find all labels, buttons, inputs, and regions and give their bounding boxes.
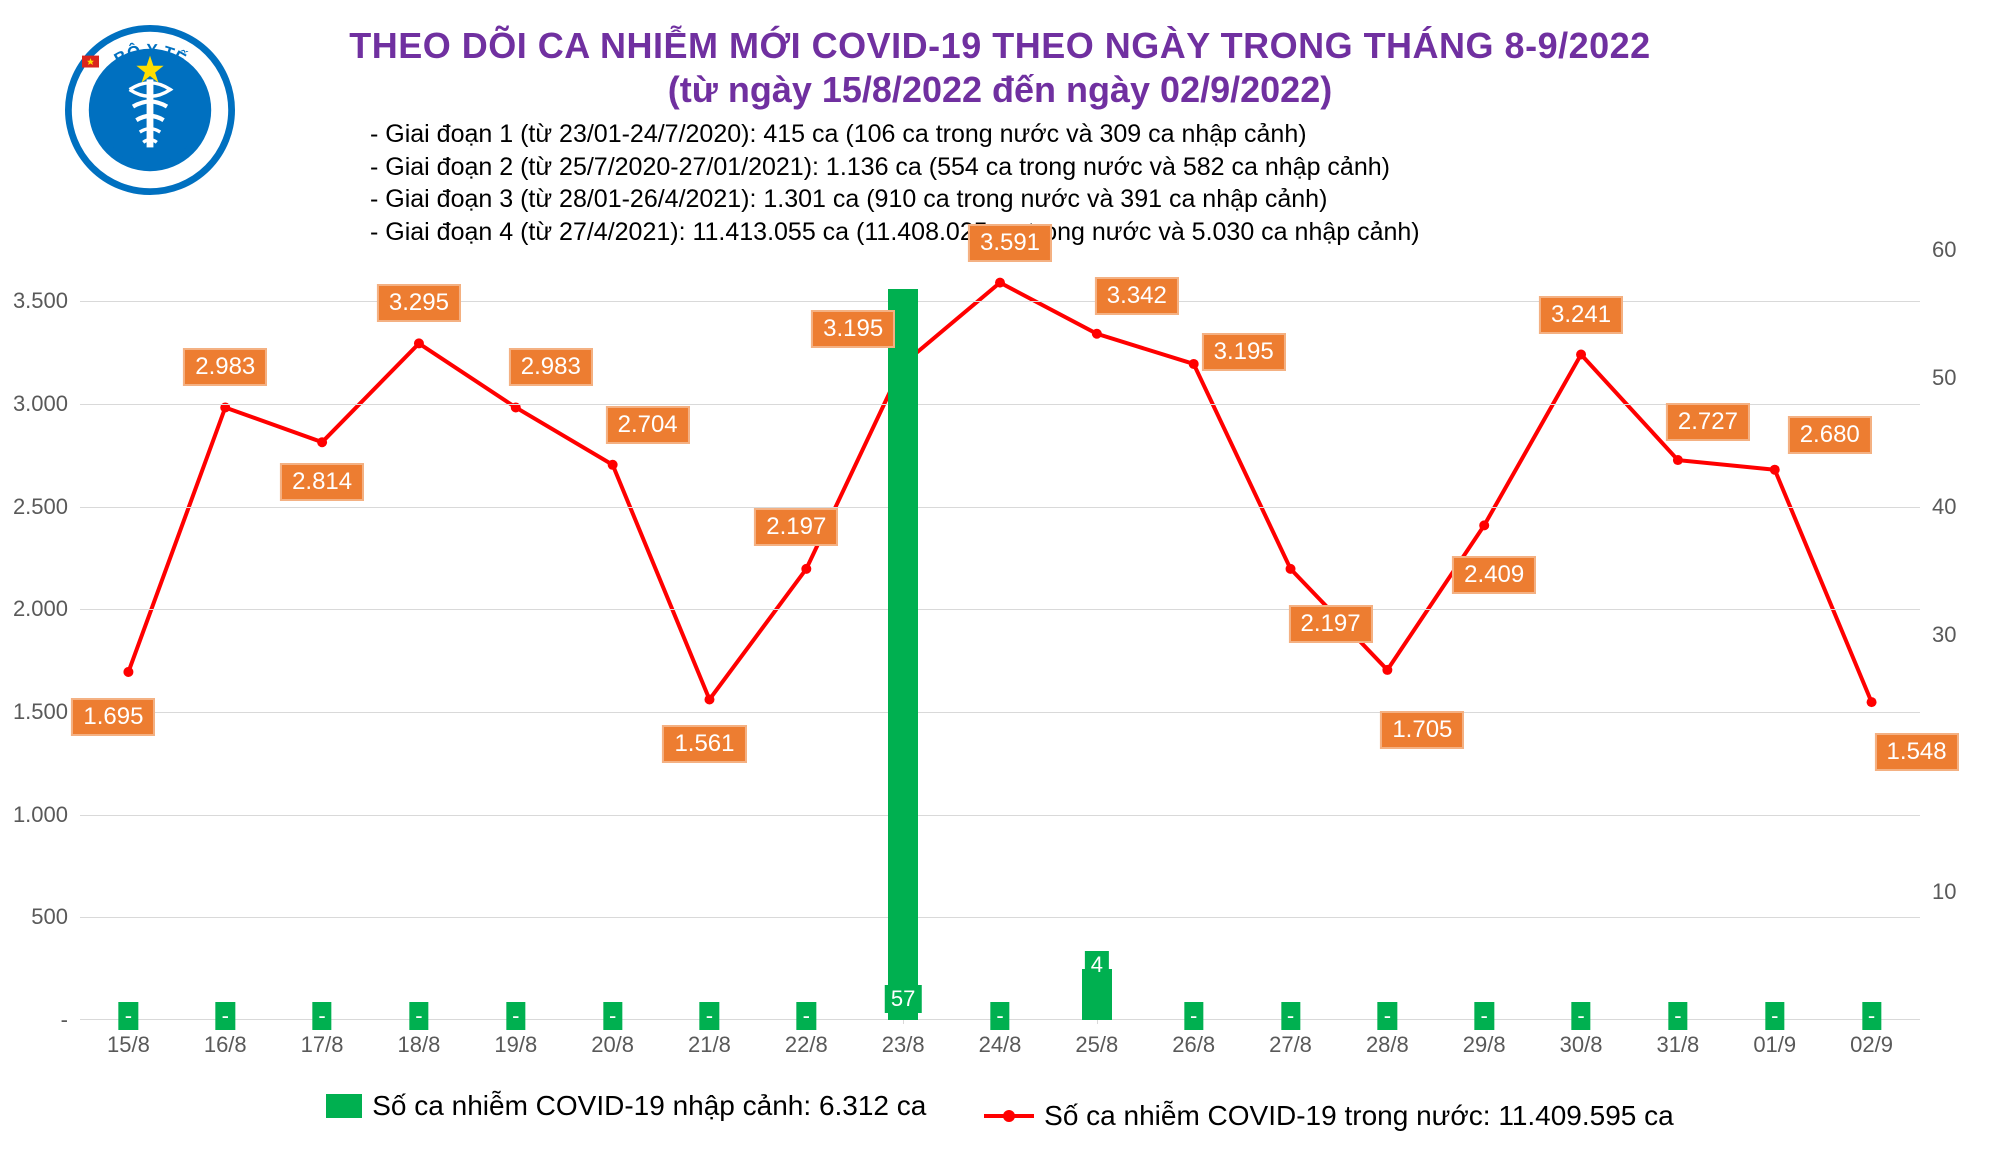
legend-line-label: Số ca nhiễm COVID-19 trong nước: 11.409.… [1044, 1100, 1674, 1132]
y-left-tick-label: 500 [31, 904, 68, 930]
period-3: - Giai đoạn 3 (từ 28/01-26/4/2021): 1.30… [370, 183, 1870, 216]
bar-label: - [506, 1002, 525, 1030]
period-1: - Giai đoạn 1 (từ 23/01-24/7/2020): 415 … [370, 118, 1870, 151]
y-right-tick-label: 40 [1932, 494, 1956, 520]
grid-line [80, 301, 1920, 302]
bar-label: - [1862, 1002, 1881, 1030]
chart-container: BỘ Y TẾ MINISTRY OF HEALTH THEO DÕI CA N… [0, 0, 2000, 1152]
line-data-label: 2.983 [183, 348, 267, 386]
x-tick-label: 28/8 [1366, 1032, 1409, 1058]
x-tick-label: 22/8 [785, 1032, 828, 1058]
bar-label: 4 [1085, 951, 1109, 979]
ministry-logo: BỘ Y TẾ MINISTRY OF HEALTH [65, 25, 235, 195]
x-tick-label: 02/9 [1850, 1032, 1893, 1058]
line-data-label: 2.704 [606, 406, 690, 444]
line-data-label: 2.727 [1666, 403, 1750, 441]
line-series [80, 250, 1920, 1020]
x-tick-label: 18/8 [398, 1032, 441, 1058]
period-summary: - Giai đoạn 1 (từ 23/01-24/7/2020): 415 … [370, 118, 1870, 248]
y-right-tick-label: 10 [1932, 879, 1956, 905]
x-tick-label: 24/8 [979, 1032, 1022, 1058]
x-tick-label: 15/8 [107, 1032, 150, 1058]
period-4: - Giai đoạn 4 (từ 27/4/2021): 11.413.055… [370, 216, 1870, 249]
bar-label: - [1765, 1002, 1784, 1030]
y-left-tick-label: 3.500 [13, 288, 68, 314]
period-2: - Giai đoạn 2 (từ 25/7/2020-27/01/2021):… [370, 151, 1870, 184]
y-left-tick-label: 1.500 [13, 699, 68, 725]
y-left-tick-label: 2.500 [13, 494, 68, 520]
line-icon [984, 1114, 1034, 1118]
y-right-tick-label: 30 [1932, 622, 1956, 648]
x-tick-label: 17/8 [301, 1032, 344, 1058]
title-line-1: THEO DÕI CA NHIỄM MỚI COVID-19 THEO NGÀY… [270, 25, 1730, 67]
y-right-tick-label: 60 [1932, 237, 1956, 263]
y-right-tick-label: 50 [1932, 365, 1956, 391]
bar-label: - [603, 1002, 622, 1030]
line-data-label: 3.295 [377, 284, 461, 322]
line-data-label: 1.695 [71, 698, 155, 736]
x-tick-label: 31/8 [1656, 1032, 1699, 1058]
y-left-tick-label: - [61, 1007, 68, 1033]
line-data-label: 3.195 [811, 310, 895, 348]
y-left-tick-label: 3.000 [13, 391, 68, 417]
bar-label: - [1184, 1002, 1203, 1030]
line-data-label: 2.409 [1452, 556, 1536, 594]
bar-icon [326, 1094, 362, 1118]
legend-line: Số ca nhiễm COVID-19 trong nước: 11.409.… [984, 1100, 1674, 1132]
y-left-tick-label: 1.000 [13, 802, 68, 828]
grid-line [80, 815, 1920, 816]
x-tick-label: 01/9 [1753, 1032, 1796, 1058]
bar-label: - [216, 1002, 235, 1030]
bar-label: - [1475, 1002, 1494, 1030]
x-tick-label: 25/8 [1075, 1032, 1118, 1058]
bar-label: - [119, 1002, 138, 1030]
bar-label: 57 [885, 985, 921, 1013]
line-data-label: 2.680 [1788, 416, 1872, 454]
line-data-label: 2.197 [754, 508, 838, 546]
legend-bar: Số ca nhiễm COVID-19 nhập cảnh: 6.312 ca [326, 1090, 926, 1122]
x-tick-label: 23/8 [882, 1032, 925, 1058]
bar-label: - [1668, 1002, 1687, 1030]
line-data-label: 2.197 [1288, 605, 1372, 643]
bar-label: - [990, 1002, 1009, 1030]
line-data-label: 2.814 [280, 463, 364, 501]
y-left-tick-label: 2.000 [13, 596, 68, 622]
x-tick-label: 19/8 [494, 1032, 537, 1058]
legend-bar-label: Số ca nhiễm COVID-19 nhập cảnh: 6.312 ca [372, 1090, 926, 1122]
x-tick-label: 27/8 [1269, 1032, 1312, 1058]
plot-area: -5001.0001.5002.0002.5003.0003.500102030… [80, 250, 1920, 1020]
line-data-label: 1.705 [1380, 711, 1464, 749]
legend: Số ca nhiễm COVID-19 nhập cảnh: 6.312 ca… [0, 1090, 2000, 1132]
grid-line [80, 507, 1920, 508]
line-data-label: 3.591 [968, 224, 1052, 262]
chart-title: THEO DÕI CA NHIỄM MỚI COVID-19 THEO NGÀY… [270, 25, 1730, 111]
bar-label: - [1378, 1002, 1397, 1030]
bar-label: - [1571, 1002, 1590, 1030]
line-data-label: 3.195 [1202, 333, 1286, 371]
x-tick-label: 21/8 [688, 1032, 731, 1058]
x-tick-label: 29/8 [1463, 1032, 1506, 1058]
grid-line [80, 712, 1920, 713]
grid-line [80, 917, 1920, 918]
bar [888, 289, 918, 1021]
grid-line [80, 609, 1920, 610]
bar-label: - [700, 1002, 719, 1030]
bar-label: - [312, 1002, 331, 1030]
bar-label: - [409, 1002, 428, 1030]
x-tick-label: 26/8 [1172, 1032, 1215, 1058]
title-line-2: (từ ngày 15/8/2022 đến ngày 02/9/2022) [270, 69, 1730, 111]
bar-label: - [1281, 1002, 1300, 1030]
line-data-label: 1.548 [1875, 733, 1959, 771]
line-data-label: 3.342 [1095, 277, 1179, 315]
grid-line [80, 404, 1920, 405]
line-data-label: 3.241 [1539, 296, 1623, 334]
x-tick-label: 30/8 [1560, 1032, 1603, 1058]
bar-label: - [797, 1002, 816, 1030]
x-tick-label: 20/8 [591, 1032, 634, 1058]
x-tick-label: 16/8 [204, 1032, 247, 1058]
line-data-label: 1.561 [662, 725, 746, 763]
line-data-label: 2.983 [509, 348, 593, 386]
